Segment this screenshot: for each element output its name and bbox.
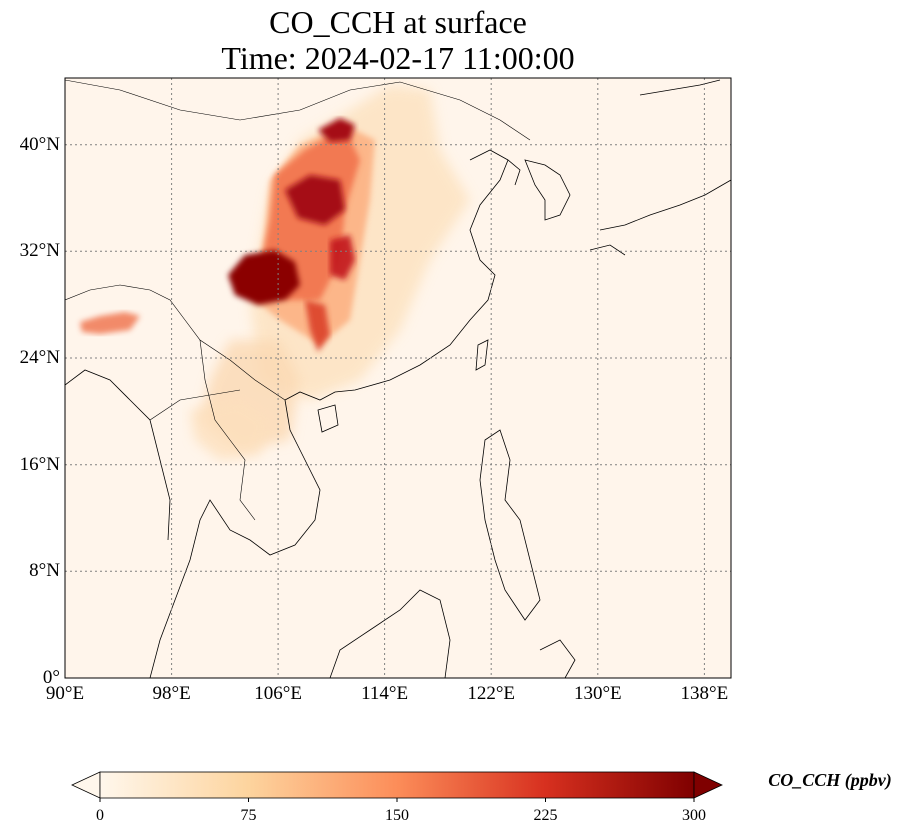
lat-tick-32n: 32°N [19, 240, 60, 261]
colorbar [71, 771, 723, 802]
lon-tick-98e: 98°E [152, 683, 191, 704]
plot-subtitle-time: Time: 2024-02-17 11:00:00 [221, 40, 575, 76]
colorbar-label-150: 150 [385, 807, 409, 824]
border-indochina [149, 339, 256, 521]
coastline-philippines [479, 429, 541, 621]
coastline-borneo [329, 589, 451, 678]
hotspot-hubei [330, 235, 355, 280]
border-himalaya [65, 284, 286, 401]
concentration-field [80, 85, 470, 460]
coastlines [65, 79, 731, 678]
colorbar-gradient [99, 771, 695, 799]
lon-tick-138e: 138°E [680, 683, 729, 704]
hotspot-assam [80, 312, 140, 334]
coastline-korea [524, 159, 571, 221]
hotspot-sichuan [228, 250, 300, 305]
hotspot-chongqing-trail [305, 300, 330, 352]
colorbar-label-300: 300 [682, 807, 706, 824]
colorbar-extend-low [71, 771, 101, 799]
lon-tick-130e: 130°E [573, 683, 622, 704]
lon-tick-114e: 114°E [361, 683, 409, 704]
lat-tick-8n: 8°N [29, 560, 60, 581]
coastline-myanmar [65, 369, 171, 541]
border-china-north [65, 79, 531, 141]
colorbar-label-0: 0 [96, 807, 104, 824]
lon-tick-90e: 90°E [45, 683, 85, 704]
colorbar-title: CO_CCH (ppbv) [768, 770, 892, 790]
coastline-hainan [317, 404, 339, 433]
coastline-indochina [149, 399, 321, 678]
lat-tick-0: 0° [42, 667, 60, 688]
hotspot-shaanxi [285, 175, 345, 225]
coastline-taiwan [475, 339, 489, 371]
colorbar-label-225: 225 [533, 807, 558, 824]
plume-indochina [190, 400, 270, 460]
map-frame [64, 77, 732, 679]
colorbar-extend-high [693, 771, 723, 799]
coastline-bohai [469, 149, 521, 186]
lon-tick-122e: 122°E [467, 683, 516, 704]
coastline-china [284, 159, 509, 401]
colorbar-label-75: 75 [240, 807, 257, 824]
lat-tick-40n: 40°N [19, 134, 60, 155]
lon-tick-106e: 106°E [254, 683, 302, 704]
coastline-sulawesi [539, 639, 576, 678]
plot-title: CO_CCH at surface [269, 4, 527, 40]
gridlines [65, 78, 731, 678]
lat-tick-24n: 24°N [19, 347, 60, 368]
lat-tick-16n: 16°N [19, 454, 60, 475]
hotspot-inner-mongolia [318, 118, 355, 142]
